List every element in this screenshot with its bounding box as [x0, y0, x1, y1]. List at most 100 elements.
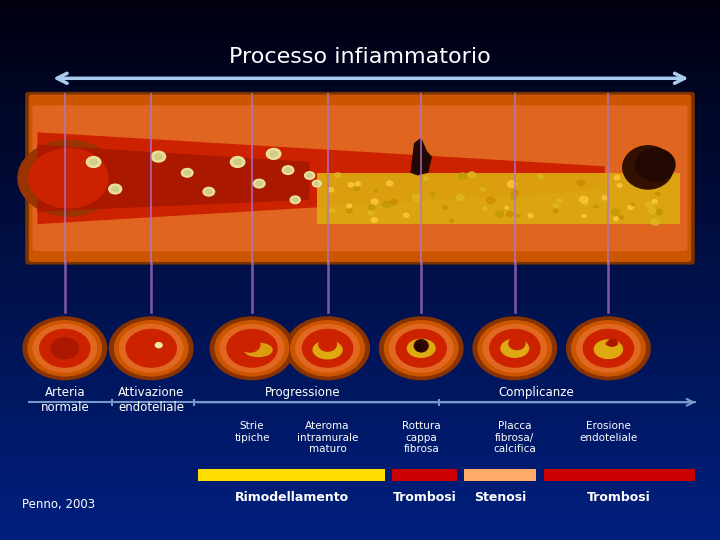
- FancyBboxPatch shape: [0, 232, 720, 238]
- FancyBboxPatch shape: [0, 459, 720, 464]
- FancyBboxPatch shape: [0, 297, 720, 302]
- Circle shape: [631, 204, 634, 206]
- FancyBboxPatch shape: [0, 481, 720, 486]
- Circle shape: [482, 207, 487, 210]
- FancyBboxPatch shape: [0, 518, 720, 524]
- FancyBboxPatch shape: [0, 362, 720, 367]
- FancyBboxPatch shape: [0, 389, 720, 394]
- Circle shape: [206, 190, 212, 194]
- FancyBboxPatch shape: [0, 427, 720, 432]
- Text: Attivazione
endoteliale: Attivazione endoteliale: [118, 386, 184, 414]
- Circle shape: [396, 329, 446, 367]
- Circle shape: [335, 173, 341, 177]
- Circle shape: [390, 325, 453, 372]
- Text: Stenosi: Stenosi: [474, 491, 526, 504]
- Ellipse shape: [408, 339, 435, 357]
- FancyBboxPatch shape: [0, 335, 720, 340]
- FancyBboxPatch shape: [0, 302, 720, 308]
- Circle shape: [203, 187, 215, 196]
- Circle shape: [390, 199, 397, 205]
- Circle shape: [602, 196, 608, 200]
- Circle shape: [384, 321, 458, 376]
- Circle shape: [126, 329, 176, 367]
- Circle shape: [40, 329, 90, 367]
- FancyBboxPatch shape: [0, 86, 720, 92]
- Circle shape: [312, 180, 321, 187]
- Ellipse shape: [636, 148, 675, 181]
- Circle shape: [582, 201, 588, 205]
- FancyBboxPatch shape: [0, 130, 720, 135]
- Circle shape: [215, 321, 289, 376]
- FancyBboxPatch shape: [0, 508, 720, 513]
- Circle shape: [307, 174, 312, 177]
- Circle shape: [577, 180, 585, 186]
- Circle shape: [230, 157, 245, 167]
- Circle shape: [282, 166, 294, 174]
- Circle shape: [374, 190, 377, 192]
- Circle shape: [481, 188, 485, 191]
- FancyBboxPatch shape: [0, 200, 720, 205]
- FancyBboxPatch shape: [0, 400, 720, 405]
- FancyBboxPatch shape: [0, 38, 720, 43]
- FancyBboxPatch shape: [0, 405, 720, 410]
- FancyBboxPatch shape: [0, 248, 720, 254]
- Circle shape: [652, 219, 660, 225]
- Circle shape: [270, 151, 277, 157]
- FancyBboxPatch shape: [0, 313, 720, 319]
- FancyBboxPatch shape: [0, 502, 720, 508]
- Circle shape: [155, 154, 162, 159]
- Circle shape: [483, 325, 546, 372]
- Circle shape: [553, 209, 559, 213]
- Circle shape: [478, 321, 552, 376]
- Circle shape: [151, 151, 166, 162]
- Polygon shape: [37, 132, 605, 224]
- Circle shape: [346, 204, 352, 208]
- Polygon shape: [410, 138, 432, 176]
- Text: Progressione: Progressione: [264, 386, 341, 399]
- Circle shape: [656, 192, 660, 195]
- Circle shape: [372, 199, 378, 204]
- Text: Rottura
cappa
fibrosa: Rottura cappa fibrosa: [402, 421, 441, 454]
- FancyBboxPatch shape: [0, 259, 720, 265]
- FancyBboxPatch shape: [0, 97, 720, 103]
- FancyBboxPatch shape: [25, 92, 695, 265]
- Circle shape: [505, 206, 508, 209]
- FancyBboxPatch shape: [0, 319, 720, 324]
- Circle shape: [508, 181, 516, 187]
- Circle shape: [538, 174, 543, 178]
- Circle shape: [302, 329, 353, 367]
- FancyBboxPatch shape: [0, 157, 720, 162]
- FancyBboxPatch shape: [0, 340, 720, 346]
- FancyBboxPatch shape: [0, 491, 720, 497]
- FancyBboxPatch shape: [0, 16, 720, 22]
- FancyBboxPatch shape: [0, 27, 720, 32]
- Circle shape: [23, 317, 107, 380]
- Circle shape: [509, 338, 525, 349]
- FancyBboxPatch shape: [32, 105, 688, 251]
- Polygon shape: [37, 145, 310, 212]
- FancyBboxPatch shape: [0, 243, 720, 248]
- Circle shape: [346, 208, 352, 213]
- FancyBboxPatch shape: [0, 103, 720, 108]
- Circle shape: [305, 172, 315, 179]
- FancyBboxPatch shape: [0, 437, 720, 443]
- Ellipse shape: [417, 345, 421, 351]
- Circle shape: [369, 205, 374, 210]
- Circle shape: [582, 214, 586, 218]
- FancyBboxPatch shape: [0, 351, 720, 356]
- Circle shape: [567, 317, 650, 380]
- FancyBboxPatch shape: [0, 54, 720, 59]
- FancyBboxPatch shape: [0, 167, 720, 173]
- Circle shape: [383, 201, 391, 207]
- FancyBboxPatch shape: [0, 76, 720, 81]
- Text: Strie
tipiche: Strie tipiche: [234, 421, 270, 443]
- Circle shape: [506, 212, 513, 217]
- FancyBboxPatch shape: [0, 162, 720, 167]
- Circle shape: [608, 339, 617, 346]
- FancyBboxPatch shape: [0, 227, 720, 232]
- Circle shape: [583, 329, 634, 367]
- Circle shape: [28, 321, 102, 376]
- Circle shape: [495, 211, 503, 217]
- Circle shape: [528, 214, 533, 218]
- Circle shape: [443, 206, 448, 210]
